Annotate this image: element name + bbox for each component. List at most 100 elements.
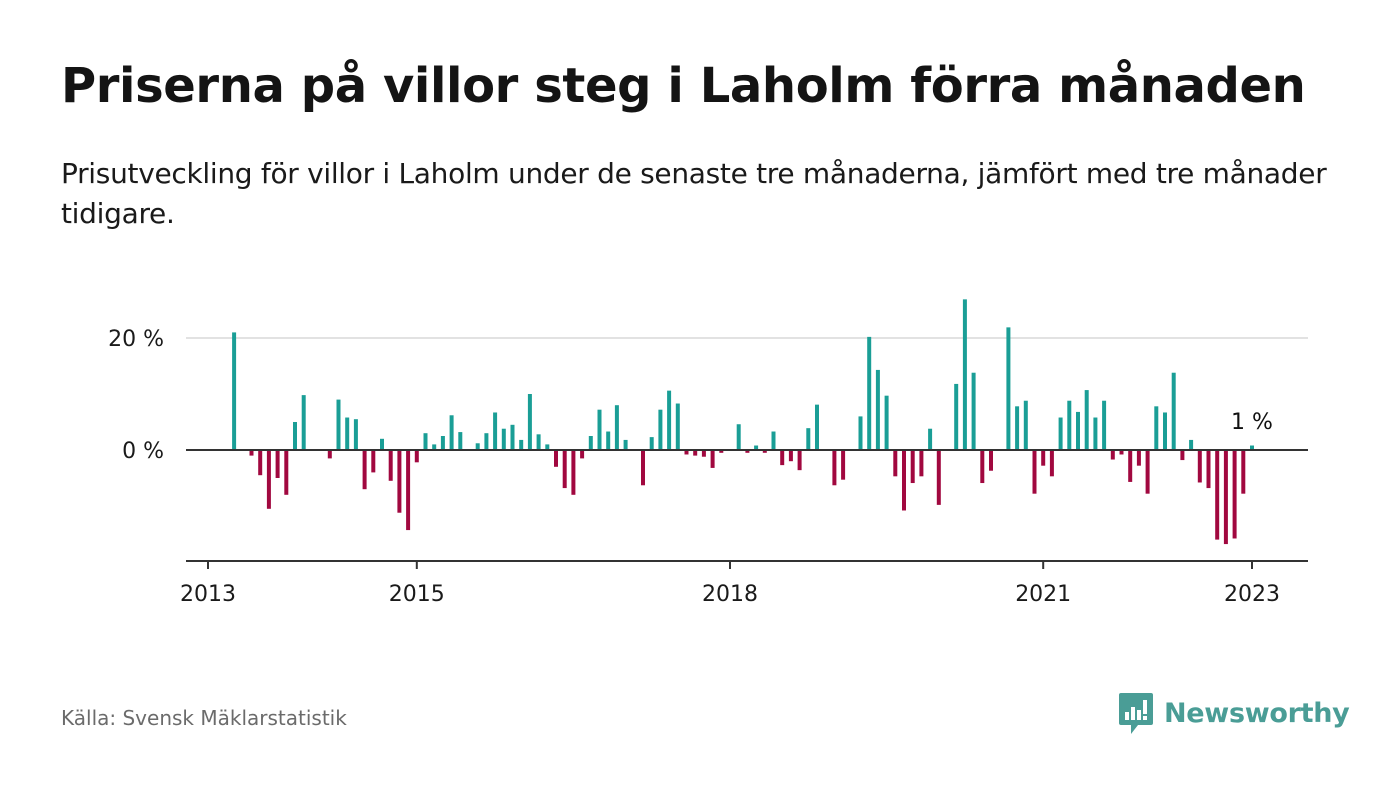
bar [1241,450,1246,494]
bar [397,450,402,513]
bar [1049,450,1054,477]
bar [928,428,933,450]
bar [545,444,550,450]
bar [719,450,724,453]
brand-name: Newsworthy [1164,697,1350,729]
bar [658,409,663,450]
bar [519,439,524,450]
bar [1119,450,1124,455]
bar [971,372,976,450]
bar [388,450,393,481]
bar [1232,450,1237,539]
bar [867,336,872,450]
bar [641,450,645,486]
bar [458,432,463,450]
bar [1136,450,1141,466]
bar [606,431,611,450]
bar [989,450,993,471]
bar [858,416,863,450]
bar [588,436,593,450]
bar [806,428,811,450]
bar [493,412,498,450]
newsworthy-logo: Newsworthy [1118,690,1350,736]
bar [788,450,793,462]
bar [701,450,706,457]
bar [1041,450,1046,466]
bar [423,433,428,450]
bar [597,409,602,450]
bar [284,450,289,495]
bar [771,431,776,450]
bar [1189,439,1194,450]
bar [754,445,759,450]
x-tick-label: 2018 [702,582,758,607]
bar [1163,412,1167,450]
bar [1023,400,1028,450]
bar [571,450,576,495]
bar [980,450,985,484]
bar [327,450,332,459]
bar [1093,417,1098,450]
bar [432,444,437,450]
y-tick-label: 0 % [122,439,164,464]
bar [893,450,898,477]
axes [186,449,1308,569]
bar [1032,450,1037,494]
source-note: Källa: Svensk Mäklarstatistik [61,706,347,730]
bar [414,450,419,463]
bar [232,332,237,450]
bar [710,450,715,468]
bar [762,450,767,453]
bar [954,383,959,450]
bar [736,424,741,450]
bar [936,450,941,505]
bar [675,403,680,450]
bar [1180,450,1185,461]
bar [614,405,619,450]
bar [1076,411,1080,450]
bar [649,437,654,450]
chart-title: Priserna på villor steg i Laholm förra m… [61,58,1306,114]
bar [841,450,846,480]
bar [562,450,567,489]
bar [266,450,271,509]
bar [475,443,480,450]
bar [1102,400,1107,450]
bar [884,395,889,450]
bar [780,450,785,466]
bar [554,450,558,467]
bar [1084,390,1089,450]
bar [1067,400,1072,450]
bar [962,299,967,450]
bars [232,299,1254,545]
newsworthy-logo-icon [1119,693,1153,734]
bar [902,450,906,511]
bar [745,450,750,453]
bar [406,450,411,531]
bar [1015,406,1020,450]
bar [1154,406,1159,450]
bar [580,450,585,459]
bar [667,390,672,450]
x-tick-label: 2015 [389,582,445,607]
bar [693,450,698,456]
bar [797,450,802,471]
bar [623,439,628,450]
bar [336,399,341,450]
bar [362,450,367,490]
bar [1197,450,1202,483]
bar [919,450,924,477]
bar [301,395,306,450]
bar [510,424,515,450]
bar [293,422,297,450]
bar [1128,450,1133,482]
bar [371,450,376,473]
bar [484,433,489,450]
bar [501,428,506,450]
bar [832,450,837,486]
bar [1110,450,1115,460]
x-tick-label: 2023 [1224,582,1280,607]
x-tick-label: 2021 [1015,582,1071,607]
bar [1223,450,1228,545]
